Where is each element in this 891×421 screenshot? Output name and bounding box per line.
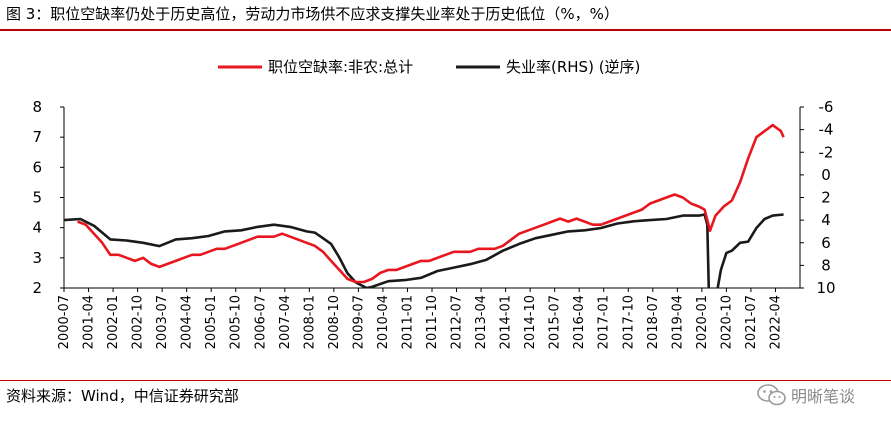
wechat-icon bbox=[757, 384, 786, 406]
right-tick-label: 2 bbox=[821, 189, 831, 207]
x-tick-label: 2021-07 bbox=[744, 295, 759, 349]
left-tick-label: 2 bbox=[32, 279, 42, 297]
left-tick-label: 8 bbox=[32, 98, 42, 116]
x-tick-label: 2005-01 bbox=[204, 295, 219, 349]
x-tick-label: 2014-10 bbox=[523, 295, 538, 349]
x-tick-label: 2003-07 bbox=[155, 295, 170, 349]
series-line-unemployment-rate bbox=[64, 213, 784, 288]
x-tick-label: 2002-01 bbox=[106, 295, 121, 349]
x-tick-label: 2010-04 bbox=[376, 295, 391, 349]
right-tick-label: -2 bbox=[819, 143, 834, 161]
x-tick-label: 2011-01 bbox=[400, 295, 415, 349]
right-tick-label: 6 bbox=[821, 234, 831, 252]
x-tick-label: 2001-04 bbox=[82, 295, 97, 349]
axes: 8 7 6 5 4 3 2 -6 -4 -2 0 2 4 6 8 10 2000-07 2001-04 2002-0… bbox=[32, 98, 835, 349]
watermark: 明晰笔谈 bbox=[757, 383, 855, 407]
x-tick-label: 2005-10 bbox=[229, 295, 244, 349]
x-tick-label: 2022-04 bbox=[768, 295, 783, 349]
x-tick-label: 2020-10 bbox=[719, 295, 734, 349]
legend-label-unemployment: 失业率(RHS) (逆序) bbox=[506, 58, 640, 76]
right-tick-label: 10 bbox=[816, 279, 835, 297]
x-tick-label: 2017-10 bbox=[621, 295, 636, 349]
x-tick-label: 2004-04 bbox=[180, 295, 195, 349]
x-tick-label: 2019-04 bbox=[670, 295, 685, 349]
title-divider bbox=[0, 29, 891, 31]
x-tick-label: 2017-01 bbox=[597, 295, 612, 349]
x-tick-label: 2002-10 bbox=[131, 295, 146, 349]
right-tick-label: -4 bbox=[819, 121, 834, 139]
left-tick-label: 6 bbox=[32, 158, 42, 176]
x-tick-label: 2013-04 bbox=[474, 295, 489, 349]
left-tick-label: 4 bbox=[32, 219, 42, 237]
x-tick-label: 2008-10 bbox=[327, 295, 342, 349]
x-tick-label: 2020-01 bbox=[695, 295, 710, 349]
x-tick-label: 2016-04 bbox=[572, 295, 587, 349]
series-line-job-openings-rate bbox=[77, 123, 785, 284]
right-tick-label: 8 bbox=[821, 256, 831, 274]
right-tick-label: 4 bbox=[821, 211, 831, 229]
right-tick-label: -6 bbox=[819, 98, 834, 116]
x-tick-label: 2014-01 bbox=[499, 295, 514, 349]
x-tick-label: 2012-07 bbox=[450, 295, 465, 349]
x-tick-label: 2015-07 bbox=[548, 295, 563, 349]
plot-area bbox=[64, 123, 785, 288]
chart: 职位空缺率:非农:总计 失业率(RHS) (逆序) 8 7 6 5 4 3 2 -6 -4 -2 0… bbox=[32, 58, 835, 349]
source-note: 资料来源：Wind，中信证券研究部 bbox=[6, 387, 239, 405]
x-tick-label: 2011-10 bbox=[425, 295, 440, 349]
legend-label-job-openings: 职位空缺率:非农:总计 bbox=[268, 58, 413, 76]
watermark-text: 明晰笔谈 bbox=[790, 387, 855, 406]
left-tick-label: 7 bbox=[32, 128, 42, 146]
right-tick-label: 0 bbox=[821, 166, 831, 184]
x-tick-label: 2000-07 bbox=[57, 295, 72, 349]
left-tick-label: 5 bbox=[32, 189, 42, 207]
source-divider bbox=[0, 380, 891, 381]
figure-title: 图 3：职位空缺率仍处于历史高位，劳动力市场供不应求支撑失业率处于历史低位（%，… bbox=[6, 5, 619, 23]
x-tick-label: 2006-07 bbox=[253, 295, 268, 349]
x-tick-label: 2018-07 bbox=[646, 295, 661, 349]
x-tick-label: 2007-04 bbox=[278, 295, 293, 349]
legend: 职位空缺率:非农:总计 失业率(RHS) (逆序) bbox=[218, 58, 640, 76]
x-tick-label: 2008-01 bbox=[302, 295, 317, 349]
left-tick-label: 3 bbox=[32, 249, 42, 267]
x-tick-label: 2009-07 bbox=[351, 295, 366, 349]
